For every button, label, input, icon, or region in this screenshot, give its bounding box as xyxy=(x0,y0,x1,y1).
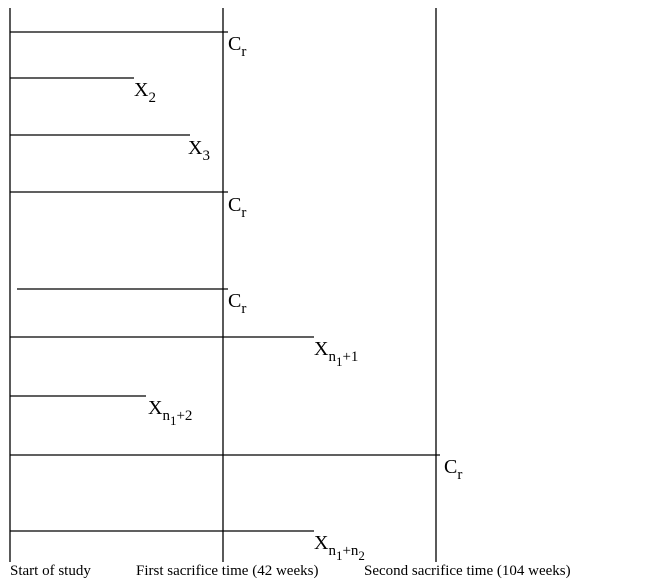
x-n1-plus-n2-label: Xn1+n2 xyxy=(314,532,365,563)
censored-label: Cr xyxy=(228,33,247,60)
censored-label: Cr xyxy=(228,194,247,221)
x-n1-plus-2-label: Xn1+2 xyxy=(148,397,193,428)
x2-label: X2 xyxy=(134,79,156,106)
x3-label: X3 xyxy=(188,137,210,164)
censored-label: Cr xyxy=(444,456,463,483)
censored-label: Cr xyxy=(228,290,247,317)
second-sacrifice-label: Second sacrifice time (104 weeks) xyxy=(364,563,571,579)
start-of-study-label: Start of study xyxy=(10,563,91,579)
x-n1-plus-1-label: Xn1+1 xyxy=(314,338,359,369)
first-sacrifice-label: First sacrifice time (42 weeks) xyxy=(136,563,319,579)
